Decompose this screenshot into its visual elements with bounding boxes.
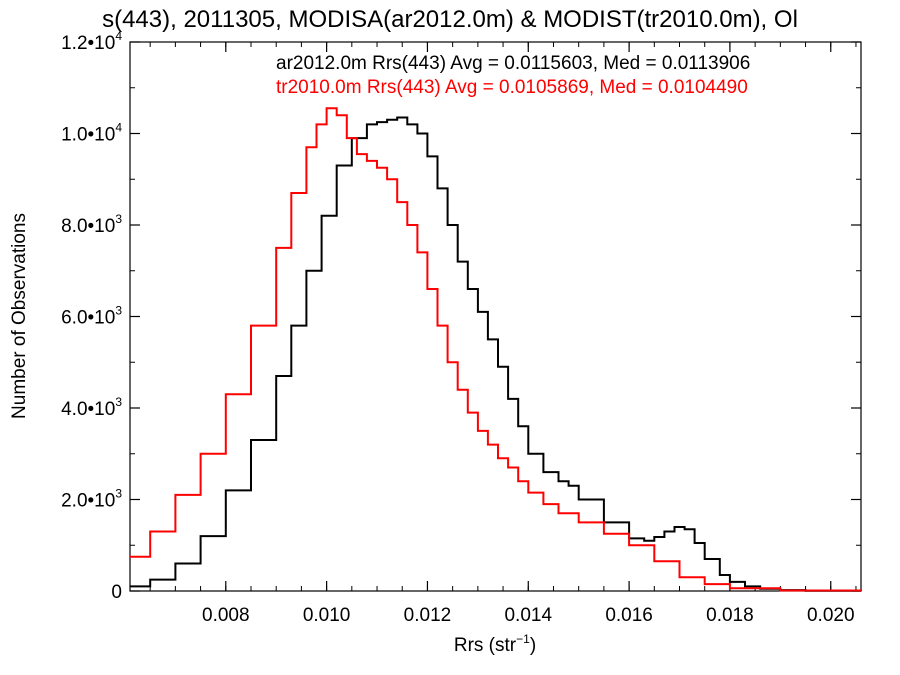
series-group bbox=[130, 107, 862, 592]
x-tick-label: 0.010 bbox=[303, 605, 351, 626]
axis-frame-group bbox=[129, 41, 862, 592]
y-tick-label: 6.0•103 bbox=[61, 304, 122, 329]
series-line-1 bbox=[130, 116, 862, 592]
x-tick-label: 0.018 bbox=[706, 605, 754, 626]
legend-entry-1: ar2012.0m Rrs(443) Avg = 0.0115603, Med … bbox=[276, 53, 750, 74]
x-tick-label: 0.008 bbox=[202, 605, 250, 626]
series-line-2 bbox=[130, 107, 862, 592]
y-tick-label: 1.2•104 bbox=[61, 29, 122, 54]
ticks-group: 0.008 0.010 0.012 0.014 0.016 0.018 0.020 0 2.0•… bbox=[61, 29, 861, 626]
plot-frame bbox=[129, 41, 862, 592]
y-tick-label: 8.0•103 bbox=[61, 212, 122, 237]
y-tick-label: 4.0•103 bbox=[61, 395, 122, 420]
y-tick-label: 0 bbox=[111, 582, 122, 603]
y-tick-label: 2.0•103 bbox=[61, 487, 122, 512]
x-tick-label: 0.016 bbox=[605, 605, 653, 626]
legend: ar2012.0m Rrs(443) Avg = 0.0115603, Med … bbox=[276, 53, 750, 98]
x-axis-label: Rrs (str−1) bbox=[454, 632, 536, 656]
x-tick-label: 0.012 bbox=[404, 605, 452, 626]
x-axis-label-end: ) bbox=[530, 635, 536, 656]
x-axis-label-main: Rrs (str bbox=[454, 635, 517, 656]
x-tick-label: 0.020 bbox=[807, 605, 855, 626]
legend-entry-2: tr2010.0m Rrs(443) Avg = 0.0105869, Med … bbox=[276, 77, 748, 98]
y-tick-label: 1.0•104 bbox=[61, 121, 122, 146]
x-tick-label: 0.014 bbox=[504, 605, 552, 626]
x-axis-label-superscript: −1 bbox=[516, 632, 530, 646]
chart-title: s(443), 2011305, MODISA(ar2012.0m) & MOD… bbox=[102, 6, 798, 33]
y-axis-label: Number of Observations bbox=[9, 213, 30, 419]
